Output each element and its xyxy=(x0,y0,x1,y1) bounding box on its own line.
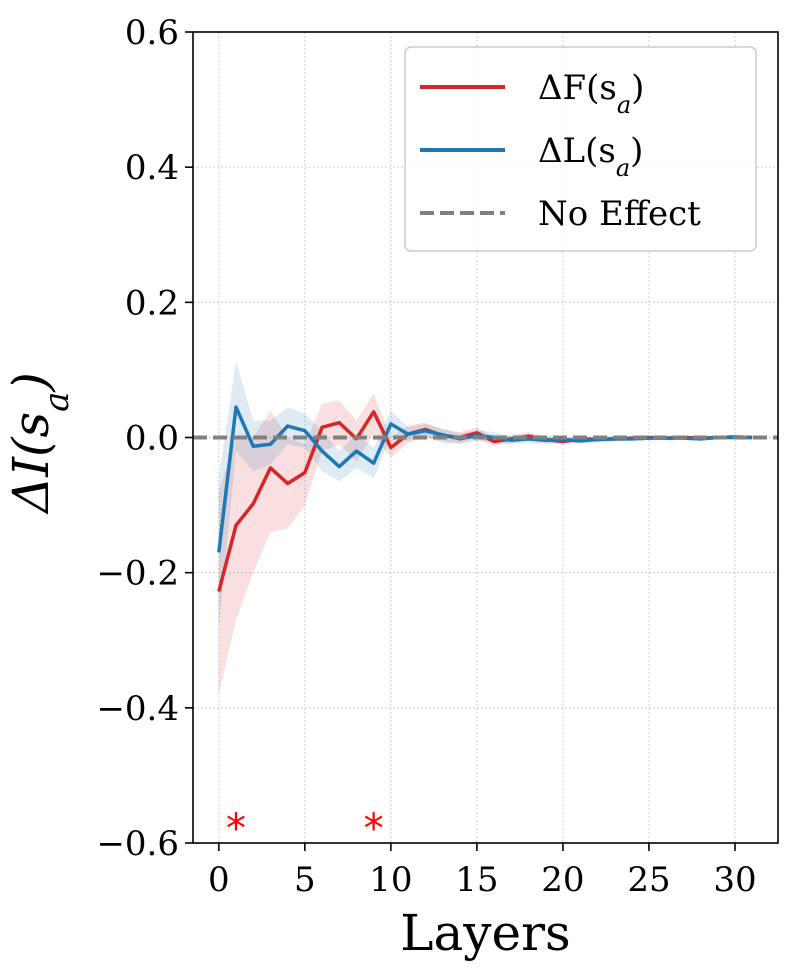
y-tick-label: −0.2 xyxy=(96,554,179,594)
y-tick-label: 0.0 xyxy=(125,419,179,459)
significance-star: * xyxy=(364,806,384,852)
x-axis-label: Layers xyxy=(400,904,570,962)
confidence-band xyxy=(218,393,753,695)
annotations: * * xyxy=(226,806,384,852)
confidence-bands xyxy=(218,361,753,695)
legend-box xyxy=(404,46,757,252)
y-axis-label: ΔI(sa) xyxy=(2,372,77,515)
legend-label: No Effect xyxy=(538,194,701,234)
y-tick-label: −0.4 xyxy=(96,689,179,729)
x-tick-label: 30 xyxy=(713,860,756,900)
x-tick-label: 5 xyxy=(294,860,316,900)
legend-label: ΔL(sa) xyxy=(538,131,643,182)
legend-label: ΔF(sa) xyxy=(538,68,644,119)
significance-star: * xyxy=(226,806,246,852)
x-tick-label: 0 xyxy=(208,860,230,900)
y-tick-label: 0.2 xyxy=(125,283,179,323)
x-tick-label: 25 xyxy=(627,860,670,900)
x-tick-label: 15 xyxy=(455,860,498,900)
axis-ticks: 0 5 10 15 20 25 30 −0.6 −0.4 −0.2 0.0 0.2 0.4 0.6 xyxy=(96,13,756,900)
x-tick-label: 20 xyxy=(541,860,584,900)
x-tick-label: 10 xyxy=(369,860,412,900)
y-tick-label: 0.4 xyxy=(125,148,179,188)
y-tick-label: −0.6 xyxy=(96,824,179,864)
legend: ΔF(sa) ΔL(sa) No Effect xyxy=(404,46,757,252)
y-tick-label: 0.6 xyxy=(125,13,179,53)
